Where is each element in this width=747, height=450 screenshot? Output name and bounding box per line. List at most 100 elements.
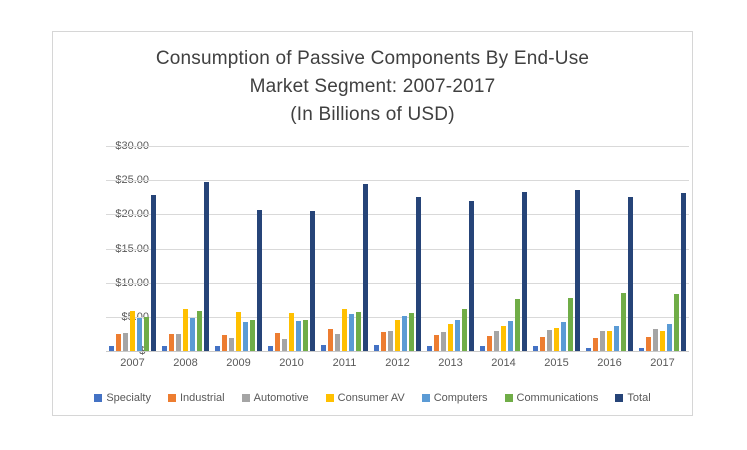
plot-area	[106, 146, 689, 352]
bar-industrial-2016	[593, 338, 598, 351]
legend-item-consumer-av: Consumer AV	[325, 392, 405, 404]
bar-consumer-av-2008	[183, 309, 188, 351]
bar-automotive-2009	[229, 338, 234, 351]
chart-title-line-1: Consumption of Passive Components By End…	[155, 48, 590, 69]
bar-consumer-av-2009	[236, 312, 241, 351]
bar-group-2011	[318, 146, 371, 351]
bar-automotive-2014	[494, 330, 499, 351]
legend-swatch-total	[615, 394, 624, 402]
bar-total-2016	[628, 196, 633, 351]
bar-computers-2013	[455, 320, 460, 351]
bar-total-2010	[310, 210, 315, 351]
bar-industrial-2011	[328, 329, 333, 351]
legend-label-total: Total	[627, 392, 651, 404]
x-tick-label-2016: 2016	[597, 357, 622, 369]
bar-communications-2012	[409, 313, 414, 351]
x-tick-label-2014: 2014	[491, 357, 516, 369]
legend-label-industrial: Industrial	[179, 392, 225, 404]
bar-consumer-av-2012	[395, 319, 400, 351]
legend-swatch-automotive	[241, 394, 250, 402]
bar-communications-2017	[674, 293, 679, 351]
bar-industrial-2015	[540, 336, 545, 351]
bar-communications-2013	[462, 309, 467, 351]
legend-item-specialty: Specialty	[94, 392, 151, 404]
bar-total-2015	[575, 190, 580, 351]
bar-communications-2009	[250, 319, 255, 351]
chart-title: Consumption of Passive Components By End…	[53, 45, 692, 129]
bar-group-2010	[265, 146, 318, 351]
bar-group-2013	[424, 146, 477, 351]
bar-computers-2016	[614, 325, 619, 351]
bar-consumer-av-2007	[130, 311, 135, 351]
x-axis-line	[106, 351, 689, 352]
bar-group-2008	[159, 146, 212, 351]
bar-group-2009	[212, 146, 265, 351]
bar-consumer-av-2015	[554, 327, 559, 351]
legend-item-total: Total	[615, 392, 651, 404]
legend-swatch-specialty	[94, 394, 103, 402]
gridline	[106, 214, 689, 216]
chart-title-line-3: (In Billions of USD)	[290, 104, 455, 125]
bar-total-2014	[522, 192, 527, 351]
bar-computers-2015	[561, 321, 566, 351]
bar-computers-2011	[349, 314, 354, 351]
legend-swatch-industrial	[167, 394, 176, 402]
bar-industrial-2009	[222, 334, 227, 351]
bar-industrial-2010	[275, 333, 280, 351]
bar-groups	[106, 146, 689, 351]
bar-industrial-2008	[169, 333, 174, 351]
bar-computers-2008	[190, 317, 195, 351]
bar-consumer-av-2010	[289, 312, 294, 351]
bar-computers-2009	[243, 321, 248, 351]
bar-specialty-2009	[215, 346, 220, 351]
legend-item-automotive: Automotive	[241, 392, 309, 404]
bar-automotive-2010	[282, 339, 287, 351]
gridline	[106, 180, 689, 182]
bar-total-2008	[204, 181, 209, 351]
bar-specialty-2012	[374, 344, 379, 351]
x-tick-label-2007: 2007	[120, 357, 145, 369]
x-tick-label-2008: 2008	[173, 357, 198, 369]
gridline	[106, 146, 689, 147]
bar-specialty-2008	[162, 346, 167, 351]
x-axis-labels: 2007 2008 2009 2010 2011 2012 2013 2014 2015 2016…	[106, 357, 689, 369]
bar-computers-2010	[296, 320, 301, 351]
bar-communications-2010	[303, 319, 308, 351]
bar-consumer-av-2013	[448, 324, 453, 351]
bar-total-2009	[257, 209, 262, 351]
x-tick-label-2012: 2012	[385, 357, 410, 369]
bar-industrial-2012	[381, 331, 386, 351]
bar-specialty-2015	[533, 346, 538, 351]
legend-label-communications: Communications	[516, 392, 599, 404]
bar-industrial-2013	[434, 334, 439, 351]
bar-communications-2016	[621, 292, 626, 351]
bar-automotive-2011	[335, 333, 340, 351]
gridline	[106, 316, 689, 318]
x-tick-label-2011: 2011	[332, 357, 357, 369]
bar-automotive-2008	[176, 333, 181, 351]
bar-group-2007	[106, 146, 159, 351]
bar-total-2013	[469, 201, 474, 351]
x-tick-label-2010: 2010	[279, 357, 304, 369]
bar-automotive-2012	[388, 331, 393, 351]
bar-group-2012	[371, 146, 424, 351]
gridline	[106, 248, 689, 250]
chart-container: Consumption of Passive Components By End…	[52, 31, 693, 416]
bar-specialty-2017	[639, 347, 644, 351]
bar-total-2012	[416, 197, 421, 351]
bar-automotive-2016	[600, 331, 605, 351]
bar-total-2007	[151, 194, 156, 351]
bar-industrial-2017	[646, 337, 651, 351]
bar-communications-2015	[568, 297, 573, 351]
legend-swatch-communications	[504, 394, 513, 402]
bar-industrial-2014	[487, 335, 492, 351]
bar-consumer-av-2016	[607, 331, 612, 351]
bar-specialty-2007	[109, 345, 114, 351]
x-tick-label-2013: 2013	[438, 357, 463, 369]
bar-communications-2011	[356, 312, 361, 351]
bar-computers-2017	[667, 323, 672, 351]
bar-total-2011	[363, 184, 368, 351]
bar-automotive-2017	[653, 329, 658, 351]
bar-specialty-2011	[321, 344, 326, 351]
bar-total-2017	[681, 193, 686, 351]
